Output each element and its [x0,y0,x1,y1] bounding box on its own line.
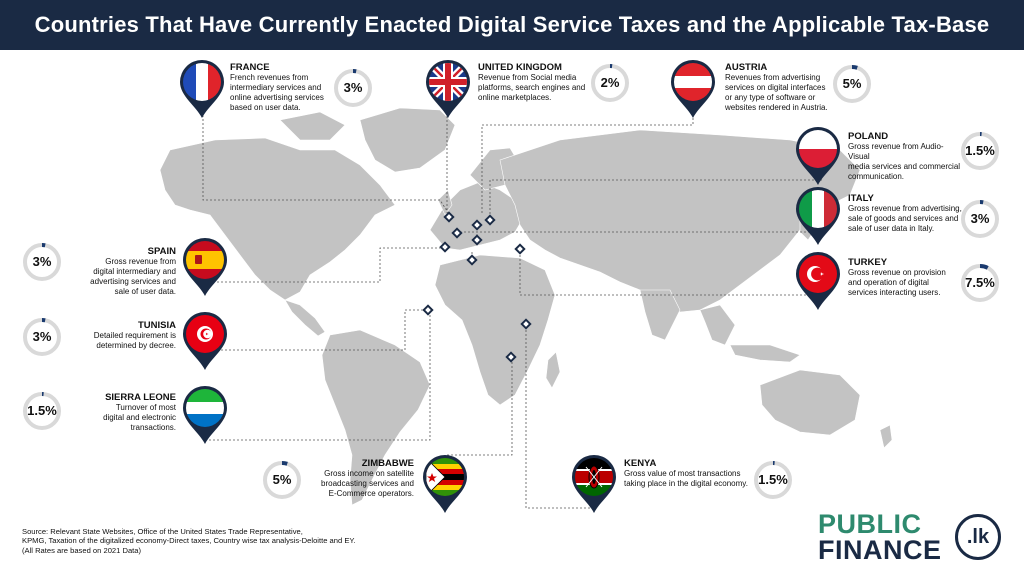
tax-rate-ring-poland: 1.5% [959,130,1001,172]
country-desc-line: Revenue from Social media [478,73,577,82]
tax-rate-value: 1.5% [27,403,57,418]
tax-rate-ring-spain: 3% [21,241,63,283]
tax-rate-value: 3% [32,254,52,269]
country-desc-line: taking place in the digital economy. [624,479,748,488]
tax-rate-ring-turkey: 7.5% [959,262,1001,304]
turkey-info: TURKEY Gross revenue on provision and op… [848,257,956,298]
world-map [159,100,893,509]
spain-flag-pin-icon [181,236,229,298]
source-line: Source: Relevant State Websites, Office … [22,527,303,536]
tax-rate-value: 5% [842,76,862,91]
tax-rate-ring-tunisia: 3% [21,316,63,358]
zimbabwe-info: ZIMBABWE Gross income on satellite broad… [306,458,414,499]
logo-line-2: FINANCE [818,535,942,565]
country-desc-line: services interacting users. [848,288,941,297]
tax-rate-ring-italy: 3% [959,198,1001,240]
country-name-sierra-leone: SIERRA LEONE [105,392,176,403]
country-desc-line: digital intermediary and [93,267,176,276]
country-name-kenya: KENYA [624,458,657,469]
country-desc-line: determined by decree. [96,341,176,350]
tax-rate-value: 5% [272,472,292,487]
country-name-turkey: TURKEY [848,257,888,268]
country-desc-line: or any type of software or [725,93,816,102]
austria-info: AUSTRIA Revenues from advertising servic… [725,62,835,113]
zimbabwe-flag-pin-icon [421,453,469,515]
country-desc-line: sale of user data. [114,287,176,296]
country-desc-line: Gross revenue from Audio-Visual [848,142,944,161]
country-desc-line: intermediary services and [230,83,322,92]
italy-info: ITALY Gross revenue from advertising, sa… [848,193,962,234]
country-desc-line: Gross revenue from [105,257,176,266]
country-name-poland: POLAND [848,131,889,142]
tax-rate-ring-france: 3% [332,67,374,109]
country-desc-line: media services and commercial [848,162,961,171]
country-desc-line: online marketplaces. [478,93,552,102]
country-desc-line: Gross revenue from advertising, [848,204,962,213]
poland-info: POLAND Gross revenue from Audio-Visual m… [848,131,962,182]
country-desc-line: broadcasting services and [321,479,414,488]
source-line: (All Rates are based on 2021 Data) [22,545,142,555]
kenya-info: KENYA Gross value of most transactions t… [624,458,748,489]
country-name-tunisia: TUNISIA [138,320,176,331]
country-name-italy: ITALY [848,193,874,204]
tax-rate-ring-austria: 5% [831,63,873,105]
country-name-austria: AUSTRIA [725,62,768,73]
page-title: Countries That Have Currently Enacted Di… [0,0,1024,50]
country-desc-line: websites rendered in Austria. [725,103,828,112]
tax-rate-ring-zimbabwe: 5% [261,459,303,501]
country-desc-line: French revenues from [230,73,309,82]
country-desc-line: sale of goods and services and [848,214,959,223]
tunisia-info: TUNISIA Detailed requirement is determin… [70,320,176,351]
sierra-leone-flag-pin-icon [181,384,229,446]
country-desc-line: E-Commerce operators. [328,489,414,498]
uk-flag-pin-icon [424,58,472,120]
tax-rate-value: 3% [970,211,990,226]
country-desc-line: Turnover of most [115,403,176,412]
public-finance-logo: PUBLIC FINANCE .lk [818,506,1008,568]
country-name-france: FRANCE [230,62,270,73]
austria-flag-pin-icon [669,58,717,120]
country-name-uk: UNITED KINGDOM [478,62,562,73]
country-desc-line: Gross revenue on provision [848,268,946,277]
source-note: Source: Relevant State Websites, Office … [22,527,442,555]
tax-rate-value: 2% [600,75,620,90]
tax-rate-value: 1.5% [965,143,995,158]
country-desc-line: Gross value of most transactions [624,469,741,478]
spain-info: SPAIN Gross revenue from digital interme… [70,246,176,297]
uk-info: UNITED KINGDOM Revenue from Social media… [478,62,590,103]
tax-rate-ring-sierra-leone: 1.5% [21,390,63,432]
tax-rate-value: 7.5% [965,275,995,290]
country-desc-line: Gross income on satellite [324,469,414,478]
country-desc-line: advertising services and [90,277,176,286]
logo-line-1: PUBLIC [818,509,922,539]
country-desc-line: online advertising services [230,93,324,102]
country-desc-line: Detailed requirement is [93,331,176,340]
country-desc-line: and operation of digital [848,278,929,287]
country-desc-line: transactions. [130,423,176,432]
country-desc-line: digital and electronic [103,413,176,422]
country-desc-line: Revenues from advertising [725,73,821,82]
tax-rate-ring-kenya: 1.5% [752,459,794,501]
country-desc-line: based on user data. [230,103,301,112]
france-flag-pin-icon [178,58,226,120]
country-name-zimbabwe: ZIMBABWE [361,458,414,469]
sierra-leone-info: SIERRA LEONE Turnover of most digital an… [70,392,176,433]
tax-rate-value: 1.5% [758,472,788,487]
logo-badge: .lk [955,514,1001,560]
country-desc-line: services on digital interfaces [725,83,826,92]
country-desc-line: communication. [848,172,905,181]
tax-rate-ring-uk: 2% [589,62,631,104]
poland-flag-pin-icon [794,125,842,187]
tunisia-flag-pin-icon [181,310,229,372]
kenya-flag-pin-icon [570,453,618,515]
country-desc-line: platforms, search engines and [478,83,586,92]
tax-rate-value: 3% [32,329,52,344]
turkey-flag-pin-icon [794,250,842,312]
france-info: FRANCE French revenues from intermediary… [230,62,330,113]
source-line: KPMG, Taxation of the digitalized econom… [22,536,356,546]
country-desc-line: sale of user data in Italy. [848,224,935,233]
italy-flag-pin-icon [794,185,842,247]
country-name-spain: SPAIN [147,246,176,257]
tax-rate-value: 3% [343,80,363,95]
